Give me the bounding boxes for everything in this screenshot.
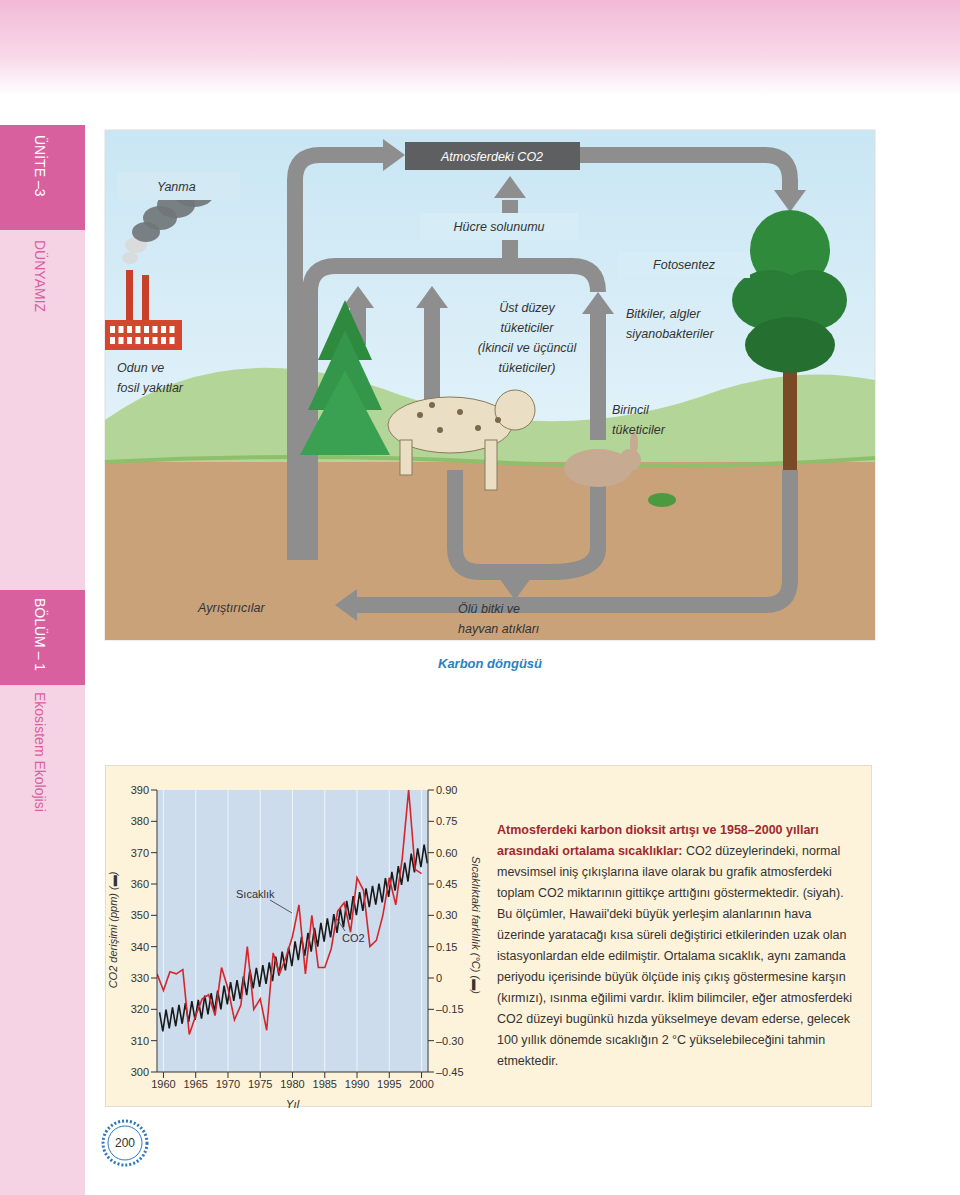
svg-text:1985: 1985 bbox=[313, 1078, 337, 1090]
html-text:Sıcaklıktaki farklılık (°C) (▬: Sıcaklıktaki farklılık (°C) (▬) bbox=[470, 856, 482, 994]
svg-text:390: 390 bbox=[131, 784, 149, 796]
svg-text:Yıl: Yıl bbox=[286, 1098, 300, 1110]
svg-text:Fotosentez: Fotosentez bbox=[653, 258, 716, 272]
svg-text:300: 300 bbox=[131, 1066, 149, 1078]
html-text:Ekosistem Ekolojisi: Ekosistem Ekolojisi bbox=[32, 692, 48, 812]
svg-text:–0.45: –0.45 bbox=[436, 1066, 464, 1078]
svg-text:–0.15: –0.15 bbox=[436, 1003, 464, 1015]
html-text:BÖLÜM – 1: BÖLÜM – 1 bbox=[32, 598, 48, 672]
svg-text:320: 320 bbox=[131, 1003, 149, 1015]
html-text:ÜNİTE –3: ÜNİTE –3 bbox=[32, 135, 48, 197]
svg-text:380: 380 bbox=[131, 815, 149, 827]
svg-text:0.60: 0.60 bbox=[436, 847, 457, 859]
svg-text:310: 310 bbox=[131, 1035, 149, 1047]
svg-text:0.75: 0.75 bbox=[436, 815, 457, 827]
html-text:DÜNYAMIZ: DÜNYAMIZ bbox=[32, 240, 48, 313]
svg-text:360: 360 bbox=[131, 878, 149, 890]
svg-text:1990: 1990 bbox=[345, 1078, 369, 1090]
svg-text:1965: 1965 bbox=[183, 1078, 207, 1090]
svg-text:–0.30: –0.30 bbox=[436, 1035, 464, 1047]
svg-text:Odun vefosil yakıtlar: Odun vefosil yakıtlar bbox=[117, 361, 184, 395]
svg-text:Atmosferdeki CO2: Atmosferdeki CO2 bbox=[440, 150, 543, 164]
svg-text:2000: 2000 bbox=[409, 1078, 433, 1090]
html-text:CO2 derişimi (ppm) (▬): CO2 derişimi (ppm) (▬) bbox=[107, 871, 119, 989]
svg-text:1995: 1995 bbox=[377, 1078, 401, 1090]
svg-text:Karbon döngüsü: Karbon döngüsü bbox=[438, 656, 542, 671]
svg-text:1960: 1960 bbox=[151, 1078, 175, 1090]
svg-text:330: 330 bbox=[131, 972, 149, 984]
svg-text:Birinciltüketiciler: Birinciltüketiciler bbox=[612, 403, 666, 437]
svg-text:0: 0 bbox=[436, 972, 442, 984]
svg-text:CO2: CO2 bbox=[342, 932, 365, 944]
svg-text:1980: 1980 bbox=[280, 1078, 304, 1090]
svg-text:1970: 1970 bbox=[216, 1078, 240, 1090]
svg-text:Sıcaklık: Sıcaklık bbox=[236, 888, 275, 900]
html-text:Atmosferdeki karbon dioksit ar: Atmosferdeki karbon dioksit artışı ve 19… bbox=[497, 823, 852, 1068]
svg-text:Bitkiler, alglersiyanobakteril: Bitkiler, alglersiyanobakteriler bbox=[626, 307, 714, 341]
svg-text:Ölü bitki vehayvan atıkları: Ölü bitki vehayvan atıkları bbox=[458, 602, 539, 636]
svg-text:0.45: 0.45 bbox=[436, 878, 457, 890]
svg-text:350: 350 bbox=[131, 909, 149, 921]
svg-text:Hücre solunumu: Hücre solunumu bbox=[453, 220, 544, 234]
svg-text:Yanma: Yanma bbox=[157, 180, 196, 194]
svg-text:0.30: 0.30 bbox=[436, 909, 457, 921]
svg-text:Ayrıştırıcılar: Ayrıştırıcılar bbox=[197, 601, 265, 615]
svg-text:370: 370 bbox=[131, 847, 149, 859]
svg-text:1975: 1975 bbox=[248, 1078, 272, 1090]
svg-text:340: 340 bbox=[131, 941, 149, 953]
svg-text:0.15: 0.15 bbox=[436, 941, 457, 953]
svg-text:200: 200 bbox=[115, 1136, 135, 1150]
svg-text:0.90: 0.90 bbox=[436, 784, 457, 796]
svg-text:Üst düzeytüketiciler(İkincil v: Üst düzeytüketiciler(İkincil ve üçüncült… bbox=[478, 301, 578, 375]
